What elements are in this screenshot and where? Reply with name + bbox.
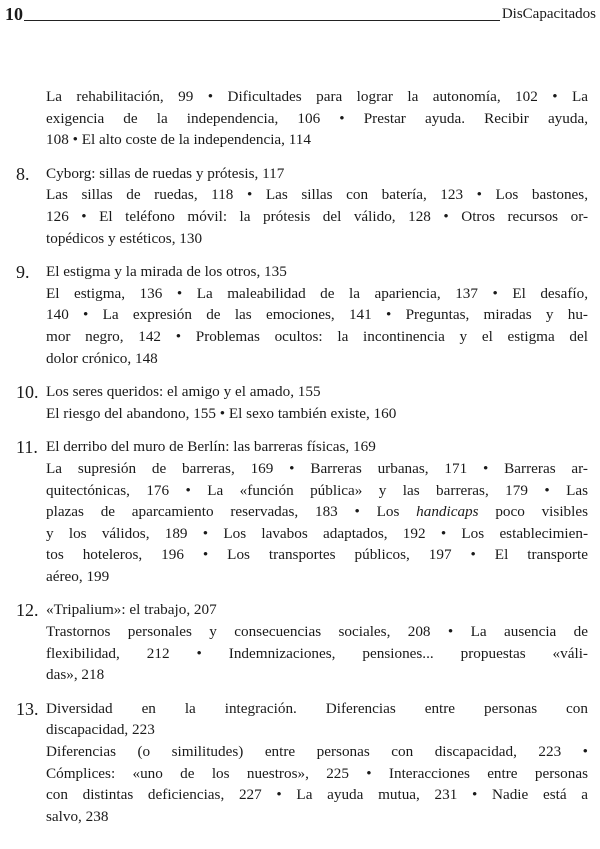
chapter-number: 11. (0, 436, 46, 587)
section-line: dolor crónico, 148 (46, 349, 158, 367)
chapter-body: Los seres queridos: el amigo y el amado,… (46, 381, 588, 424)
chapter-row: 9. El estigma y la mirada de los otros, 1… (0, 261, 600, 369)
chapter-body: Cyborg: sillas de ruedas y prótesis, 117… (46, 163, 588, 249)
chapter-number-text: 9. (16, 262, 30, 283)
section-line: Trastornos personales y consecuencias so… (46, 623, 588, 641)
chapter-title: Diversidad en la integración. Diferencia… (46, 699, 588, 717)
section-line: 126 • El teléfono móvil: la prótesis del… (46, 207, 588, 225)
chapter-row: 12. «Tripalium»: el trabajo, 207 Trastorno… (0, 599, 600, 685)
chapter-title: El derribo del muro de Berlín: las barre… (46, 438, 376, 456)
section-line: La supresión de barreras, 169 • Barreras… (46, 459, 588, 477)
section-line: tos hoteleros, 196 • Los transportes púb… (46, 546, 588, 564)
chapter-title: El estigma y la mirada de los otros, 135 (46, 263, 287, 281)
section-line: El riesgo del abandono, 155 • El sexo ta… (46, 404, 397, 422)
section-line: y los válidos, 189 • Los lavabos adaptad… (46, 524, 588, 542)
chapter-number-text: 8. (16, 163, 30, 184)
chapter-entry: 11. El derribo del muro de Berlín: las ba… (0, 436, 600, 587)
chapter-number: 8. (0, 163, 46, 249)
section-line: El estigma, 136 • La maleabilidad de la … (46, 284, 588, 302)
chapter-number-text: 11. (16, 437, 38, 458)
chapter-entry: 13. Diversidad en la integración. Diferen… (0, 698, 600, 828)
chapter-number-text: 13. (16, 698, 39, 719)
section-line: Diferencias (o similitudes) entre person… (46, 743, 588, 761)
chapter-number: 13. (0, 698, 46, 828)
section-line: topédicos y estéticos, 130 (46, 229, 203, 247)
chapter-row: 13. Diversidad en la integración. Diferen… (0, 698, 600, 828)
chapter-row: 10. Los seres queridos: el amigo y el ama… (0, 381, 600, 424)
section-line: 140 • La expresión de las emociones, 141… (46, 306, 588, 324)
chapter-title: Cyborg: sillas de ruedas y prótesis, 117 (46, 164, 285, 182)
chapter-entry: 12. «Tripalium»: el trabajo, 207 Trastorno… (0, 599, 600, 685)
chapter-entry: 10. Los seres queridos: el amigo y el ama… (0, 381, 600, 424)
running-header: 10 DisCapacitados (5, 2, 596, 24)
italic-term: handicaps (416, 503, 479, 521)
chapter-number: 10. (0, 381, 46, 424)
section-line: quitectónicas, 176 • La «función pública… (46, 481, 588, 499)
section-line: das», 218 (46, 666, 105, 684)
header-rule (24, 20, 500, 21)
chapter-row: 11. El derribo del muro de Berlín: las ba… (0, 436, 600, 587)
chapter-row: 8. Cyborg: sillas de ruedas y prótesis, 1… (0, 163, 600, 249)
section-line: con distintas deficiencias, 227 • La ayu… (46, 786, 588, 804)
section-line: salvo, 238 (46, 807, 109, 825)
page-number: 10 (5, 4, 23, 24)
chapter-body: El derribo del muro de Berlín: las barre… (46, 436, 588, 587)
chapter-title: discapacidad, 223 (46, 721, 155, 739)
chapter-body: El estigma y la mirada de los otros, 135… (46, 261, 588, 369)
running-title: DisCapacitados (501, 6, 596, 22)
chapter-body: «Tripalium»: el trabajo, 207 Trastornos p… (46, 599, 588, 685)
chapter-number: 12. (0, 599, 46, 685)
entry-line: exigencia de la independencia, 106 • Pre… (46, 109, 588, 127)
section-line: aéreo, 199 (46, 567, 110, 585)
chapter-title: Los seres queridos: el amigo y el amado,… (46, 383, 321, 401)
section-line: mor negro, 142 • Problemas ocultos: la i… (46, 327, 588, 345)
chapter-number-text: 12. (16, 600, 39, 621)
table-of-contents: La rehabilitación, 99 • Dificultades par… (0, 86, 600, 839)
intro-entries: La rehabilitación, 99 • Dificultades par… (46, 86, 588, 151)
chapter-number-text: 10. (16, 382, 39, 403)
section-line: plazas de aparcamiento reservadas, 183 •… (46, 503, 588, 521)
entry-line: 108 • El alto coste de la independencia,… (46, 131, 311, 149)
section-line: flexibilidad, 212 • Indemnizaciones, pen… (46, 644, 588, 662)
section-line: Las sillas de ruedas, 118 • Las sillas c… (46, 186, 588, 204)
chapter-entry: 8. Cyborg: sillas de ruedas y prótesis, 1… (0, 163, 600, 249)
entry-line: La rehabilitación, 99 • Dificultades par… (46, 88, 588, 105)
chapter-body: Diversidad en la integración. Diferencia… (46, 698, 588, 828)
chapter-title: «Tripalium»: el trabajo, 207 (46, 601, 217, 619)
section-line: Cómplices: «uno de los nuestros», 225 • … (46, 764, 588, 782)
chapter-number: 9. (0, 261, 46, 369)
chapter-entry: 9. El estigma y la mirada de los otros, 1… (0, 261, 600, 369)
